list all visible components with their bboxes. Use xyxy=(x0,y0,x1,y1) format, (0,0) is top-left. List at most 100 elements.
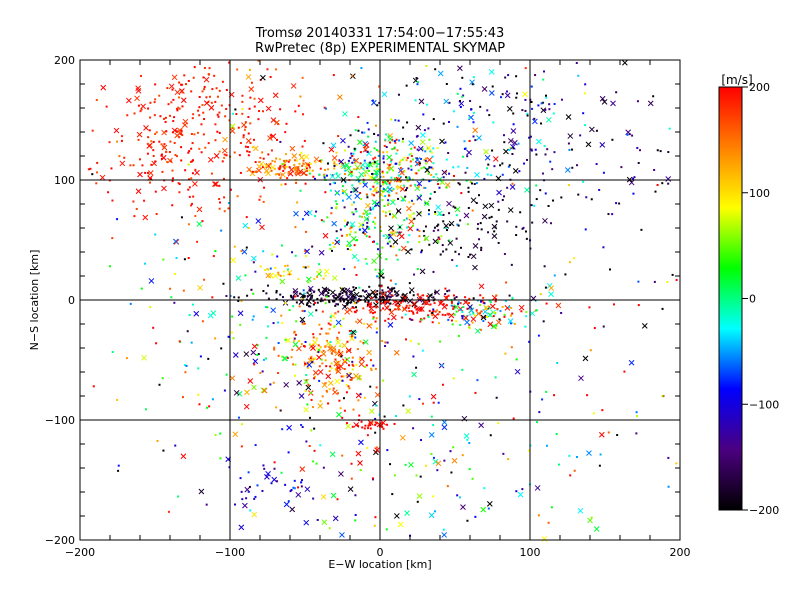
data-point-x xyxy=(446,200,452,207)
data-point xyxy=(248,107,251,110)
data-point xyxy=(254,270,257,273)
data-point xyxy=(431,167,434,170)
data-point xyxy=(667,151,670,154)
data-point xyxy=(366,225,369,228)
data-point xyxy=(351,368,354,371)
data-point xyxy=(454,206,457,209)
data-point-x xyxy=(351,187,357,193)
data-point xyxy=(294,167,297,170)
data-point xyxy=(461,310,464,313)
data-point xyxy=(181,396,184,399)
data-point xyxy=(442,303,445,306)
data-point xyxy=(595,163,598,166)
data-point xyxy=(410,147,413,150)
data-point xyxy=(498,318,501,321)
data-point xyxy=(582,180,585,183)
data-point xyxy=(197,393,200,396)
data-point xyxy=(401,140,404,143)
data-point xyxy=(222,177,225,180)
data-point xyxy=(598,188,601,191)
data-point xyxy=(335,207,338,210)
data-point xyxy=(428,309,431,312)
data-point-x xyxy=(325,373,332,380)
data-point xyxy=(303,139,306,142)
data-point xyxy=(653,168,656,171)
data-point-x xyxy=(495,319,502,326)
data-point xyxy=(334,293,337,296)
data-point xyxy=(358,215,361,218)
data-point xyxy=(337,135,340,138)
data-point xyxy=(385,297,388,300)
data-point xyxy=(288,273,291,276)
data-point xyxy=(239,142,242,145)
data-point xyxy=(311,245,314,248)
data-point xyxy=(322,277,325,280)
data-point xyxy=(501,162,504,165)
data-point xyxy=(408,317,411,320)
data-point xyxy=(455,264,458,267)
data-point xyxy=(382,291,385,294)
data-point xyxy=(544,108,547,111)
data-point-x xyxy=(272,272,279,279)
data-point xyxy=(236,195,239,198)
data-point xyxy=(305,303,308,306)
data-point xyxy=(416,307,419,310)
data-point xyxy=(279,176,282,179)
data-point xyxy=(290,488,293,491)
data-point xyxy=(187,188,190,191)
data-point xyxy=(511,312,514,315)
data-point xyxy=(411,319,414,322)
data-point xyxy=(386,171,389,174)
data-point xyxy=(432,147,435,150)
data-point xyxy=(342,300,345,303)
data-point xyxy=(499,309,502,312)
data-point xyxy=(261,151,264,154)
data-point xyxy=(504,76,507,79)
data-point xyxy=(355,273,358,276)
data-point xyxy=(282,270,285,273)
data-point xyxy=(503,141,506,144)
data-point xyxy=(358,375,361,378)
data-point xyxy=(462,94,465,97)
data-point-x xyxy=(303,210,310,217)
data-point xyxy=(656,183,659,186)
data-point xyxy=(338,241,341,244)
data-point xyxy=(626,133,629,136)
data-point xyxy=(374,268,377,271)
data-point xyxy=(348,329,351,332)
data-point xyxy=(95,98,98,101)
data-point xyxy=(201,90,204,93)
data-point xyxy=(311,294,314,297)
data-point xyxy=(327,168,330,171)
data-point-x xyxy=(331,220,337,227)
data-point-x xyxy=(332,389,338,396)
data-point-x xyxy=(408,140,415,146)
data-point xyxy=(419,296,422,299)
data-point-x xyxy=(113,127,120,134)
data-point-x xyxy=(303,378,310,385)
data-point-x xyxy=(316,354,322,361)
data-point xyxy=(480,246,483,249)
data-point xyxy=(187,151,190,154)
data-point xyxy=(515,96,518,99)
data-point xyxy=(355,210,358,213)
data-point xyxy=(389,245,392,248)
data-point xyxy=(237,126,240,129)
data-point xyxy=(505,281,508,284)
data-point xyxy=(351,356,354,359)
data-point-x xyxy=(474,172,480,178)
data-point xyxy=(305,374,308,377)
data-point xyxy=(582,112,585,115)
data-point-x xyxy=(417,145,424,152)
data-point xyxy=(632,192,635,195)
data-point xyxy=(217,115,220,118)
data-point xyxy=(252,315,255,318)
data-point xyxy=(146,171,149,174)
data-point xyxy=(335,367,338,370)
data-point-x xyxy=(407,225,414,232)
data-point xyxy=(421,148,424,151)
data-point xyxy=(406,176,409,179)
data-point xyxy=(438,186,441,189)
data-point xyxy=(588,306,591,309)
data-point xyxy=(302,159,305,162)
